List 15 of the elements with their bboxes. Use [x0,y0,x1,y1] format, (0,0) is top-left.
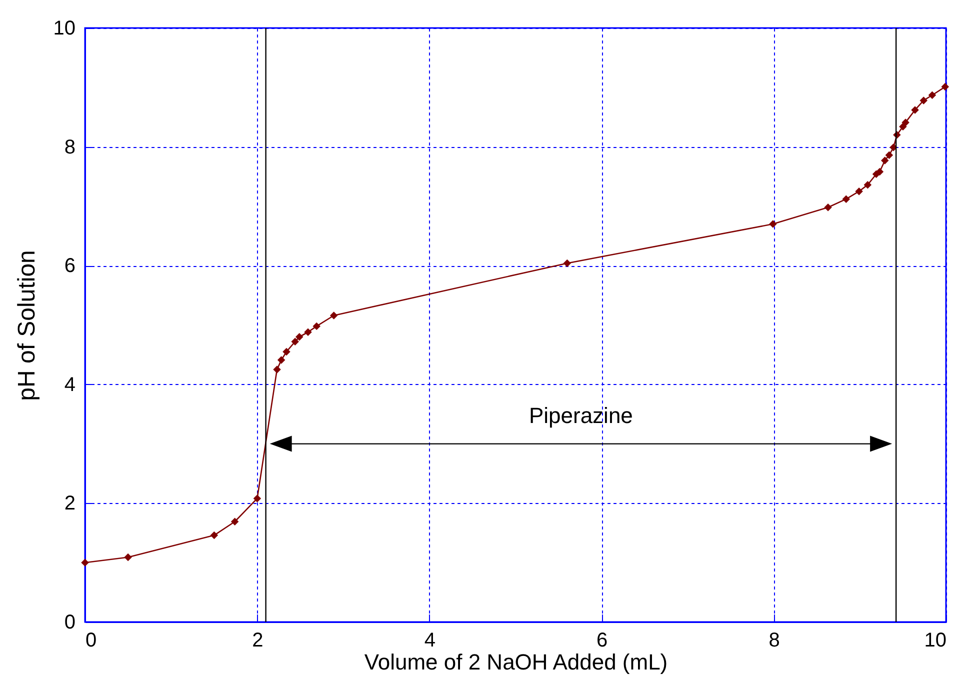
x-tick-label: 4 [424,630,436,652]
annotation: Piperazine [528,402,633,428]
x-tick-label: 8 [768,630,780,652]
x-tick-label: 6 [596,630,608,652]
x-axis-title: Volume of 2 NaOH Added (mL) [364,650,668,674]
x-tick-label: 10 [924,630,946,652]
y-tick-label: 4 [64,374,76,396]
y-tick-label: 6 [64,255,76,278]
y-tick-label: 0 [64,612,76,634]
y-tick-label: 10 [53,18,76,40]
y-tick-label: 2 [64,492,76,515]
x-tick-label: 0 [86,630,97,652]
y-axis-title: pH of Solution [13,250,40,401]
x-tick-label: 2 [252,630,264,652]
y-tick-label: 8 [64,136,76,158]
